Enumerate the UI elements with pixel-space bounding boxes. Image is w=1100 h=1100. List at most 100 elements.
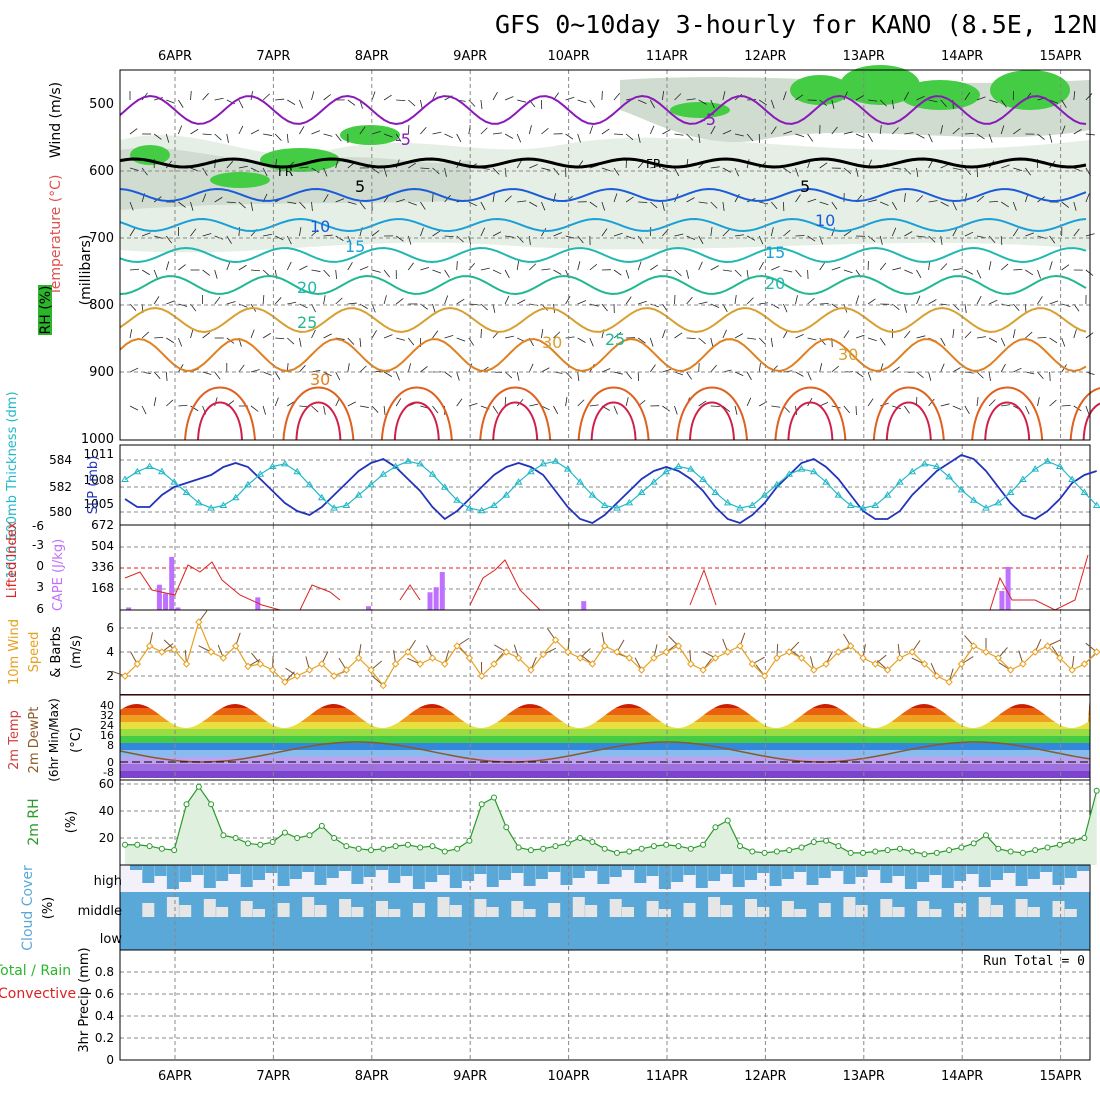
cloud-middle-gap: [585, 905, 598, 917]
rh-marker: [1056, 841, 1063, 848]
wind-barb: [263, 233, 273, 237]
wind-barb: [1000, 263, 1009, 271]
rh-marker: [921, 851, 928, 858]
wind-barb: [202, 93, 209, 101]
wind-barb: [1025, 331, 1033, 339]
wind-barb: [795, 371, 804, 377]
wind-barb: [928, 133, 933, 143]
cloud-high-bar: [769, 865, 782, 886]
wind-barb: [528, 363, 534, 373]
cloud-high-bar: [831, 865, 844, 871]
wind-barb: [178, 337, 182, 347]
rh-marker: [1069, 837, 1076, 844]
wind-barb: [1037, 133, 1045, 140]
wind-barb: [202, 193, 207, 203]
thickness-marker: [625, 498, 634, 506]
wind-barb: [964, 132, 974, 135]
wind-barb: [504, 295, 510, 305]
isotherm-line: [119, 246, 1087, 264]
cloud-high-bar: [1003, 865, 1016, 873]
isotherm-loop-35: [282, 386, 355, 441]
wind-speed-marker: [318, 660, 326, 668]
rh-moist-cell: [990, 70, 1070, 110]
wind-barb: [347, 235, 352, 245]
temp-axis-label-a: 2m Temp: [7, 710, 22, 770]
wind-barb: [710, 364, 717, 373]
cape-bar: [1005, 566, 1011, 610]
wind-barb: [988, 399, 996, 407]
wind-speed-marker: [810, 666, 818, 674]
temp-color-band: [120, 736, 1090, 743]
date-label-top: 11APR: [646, 49, 688, 64]
wind-barb: [807, 371, 812, 381]
cloud-high-bar: [277, 865, 290, 886]
wind-barb: [407, 337, 415, 346]
cloud-high-bar: [634, 865, 647, 883]
rh-marker: [540, 845, 547, 852]
cloud-high-bar: [351, 865, 364, 884]
cloud-high-bar: [695, 865, 708, 888]
wind-barb: [359, 266, 369, 271]
wind-barb: [976, 167, 979, 178]
wind-barb: [1012, 329, 1016, 339]
wind-speed-marker: [576, 654, 584, 662]
wind-barb: [456, 235, 464, 243]
wind-barb: [226, 201, 236, 204]
wind-speed-marker: [404, 648, 412, 656]
rh-marker: [269, 839, 276, 846]
wind-barb: [565, 235, 575, 239]
rh-marker: [1019, 849, 1026, 856]
isotherm-loop-35: [184, 386, 256, 441]
wind-barb: [504, 371, 513, 379]
wind-speed-marker: [354, 654, 363, 662]
wind-barb: [662, 405, 671, 412]
date-label-bottom: 9APR: [453, 1069, 487, 1084]
rh-marker: [257, 841, 264, 848]
wind-barb: [686, 296, 693, 305]
cloud-high-bar: [597, 865, 610, 884]
wind-barb: [1049, 99, 1059, 104]
thickness-marker: [207, 504, 215, 511]
wind-barb: [686, 133, 694, 141]
wind-speed-marker: [281, 678, 289, 686]
wind-barb: [928, 371, 932, 381]
cloud-high-bar: [732, 865, 745, 887]
isotherm-label: 15: [765, 243, 785, 262]
wind-barb: [928, 398, 935, 407]
thickness-marker: [133, 467, 142, 475]
wind-barb: [892, 127, 899, 135]
wind-speed-marker: [490, 660, 498, 668]
wind-barb: [141, 167, 148, 176]
wind-barb: [311, 229, 319, 237]
thickness-marker: [932, 462, 941, 469]
wind-barb: [141, 232, 151, 237]
wind-barb: [516, 160, 523, 169]
cape-tick-label: 168: [91, 581, 114, 595]
thickness-marker: [982, 504, 990, 511]
wind-barb: [988, 261, 992, 271]
wind-barb: [625, 196, 634, 203]
wind-barb: [335, 269, 338, 279]
rh-marker: [478, 801, 485, 808]
cloud-high-bar: [425, 865, 438, 882]
cloud-middle-gap: [646, 901, 659, 917]
wind-barb: [153, 296, 160, 305]
wind-speed-marker: [908, 648, 916, 656]
rh-marker: [429, 843, 436, 850]
wind-speed-marker: [600, 642, 609, 650]
wind-barb: [577, 337, 586, 343]
wind-barb: [395, 398, 402, 407]
precip-panel-frame: [119, 949, 1091, 1061]
wind-barb: [299, 337, 302, 347]
wind-barb: [1000, 125, 1005, 135]
wind-barb: [722, 91, 726, 101]
cloud-high-bar: [868, 865, 880, 870]
wind-barb: [601, 303, 608, 312]
cloud-high-bar: [966, 865, 979, 874]
cloud-middle-gap: [622, 907, 634, 917]
thickness-marker: [650, 478, 658, 485]
wind-barb: [710, 337, 714, 347]
isotherm-line: [119, 187, 1087, 203]
wind-speed-marker: [428, 654, 437, 662]
wind-barb: [286, 261, 292, 271]
